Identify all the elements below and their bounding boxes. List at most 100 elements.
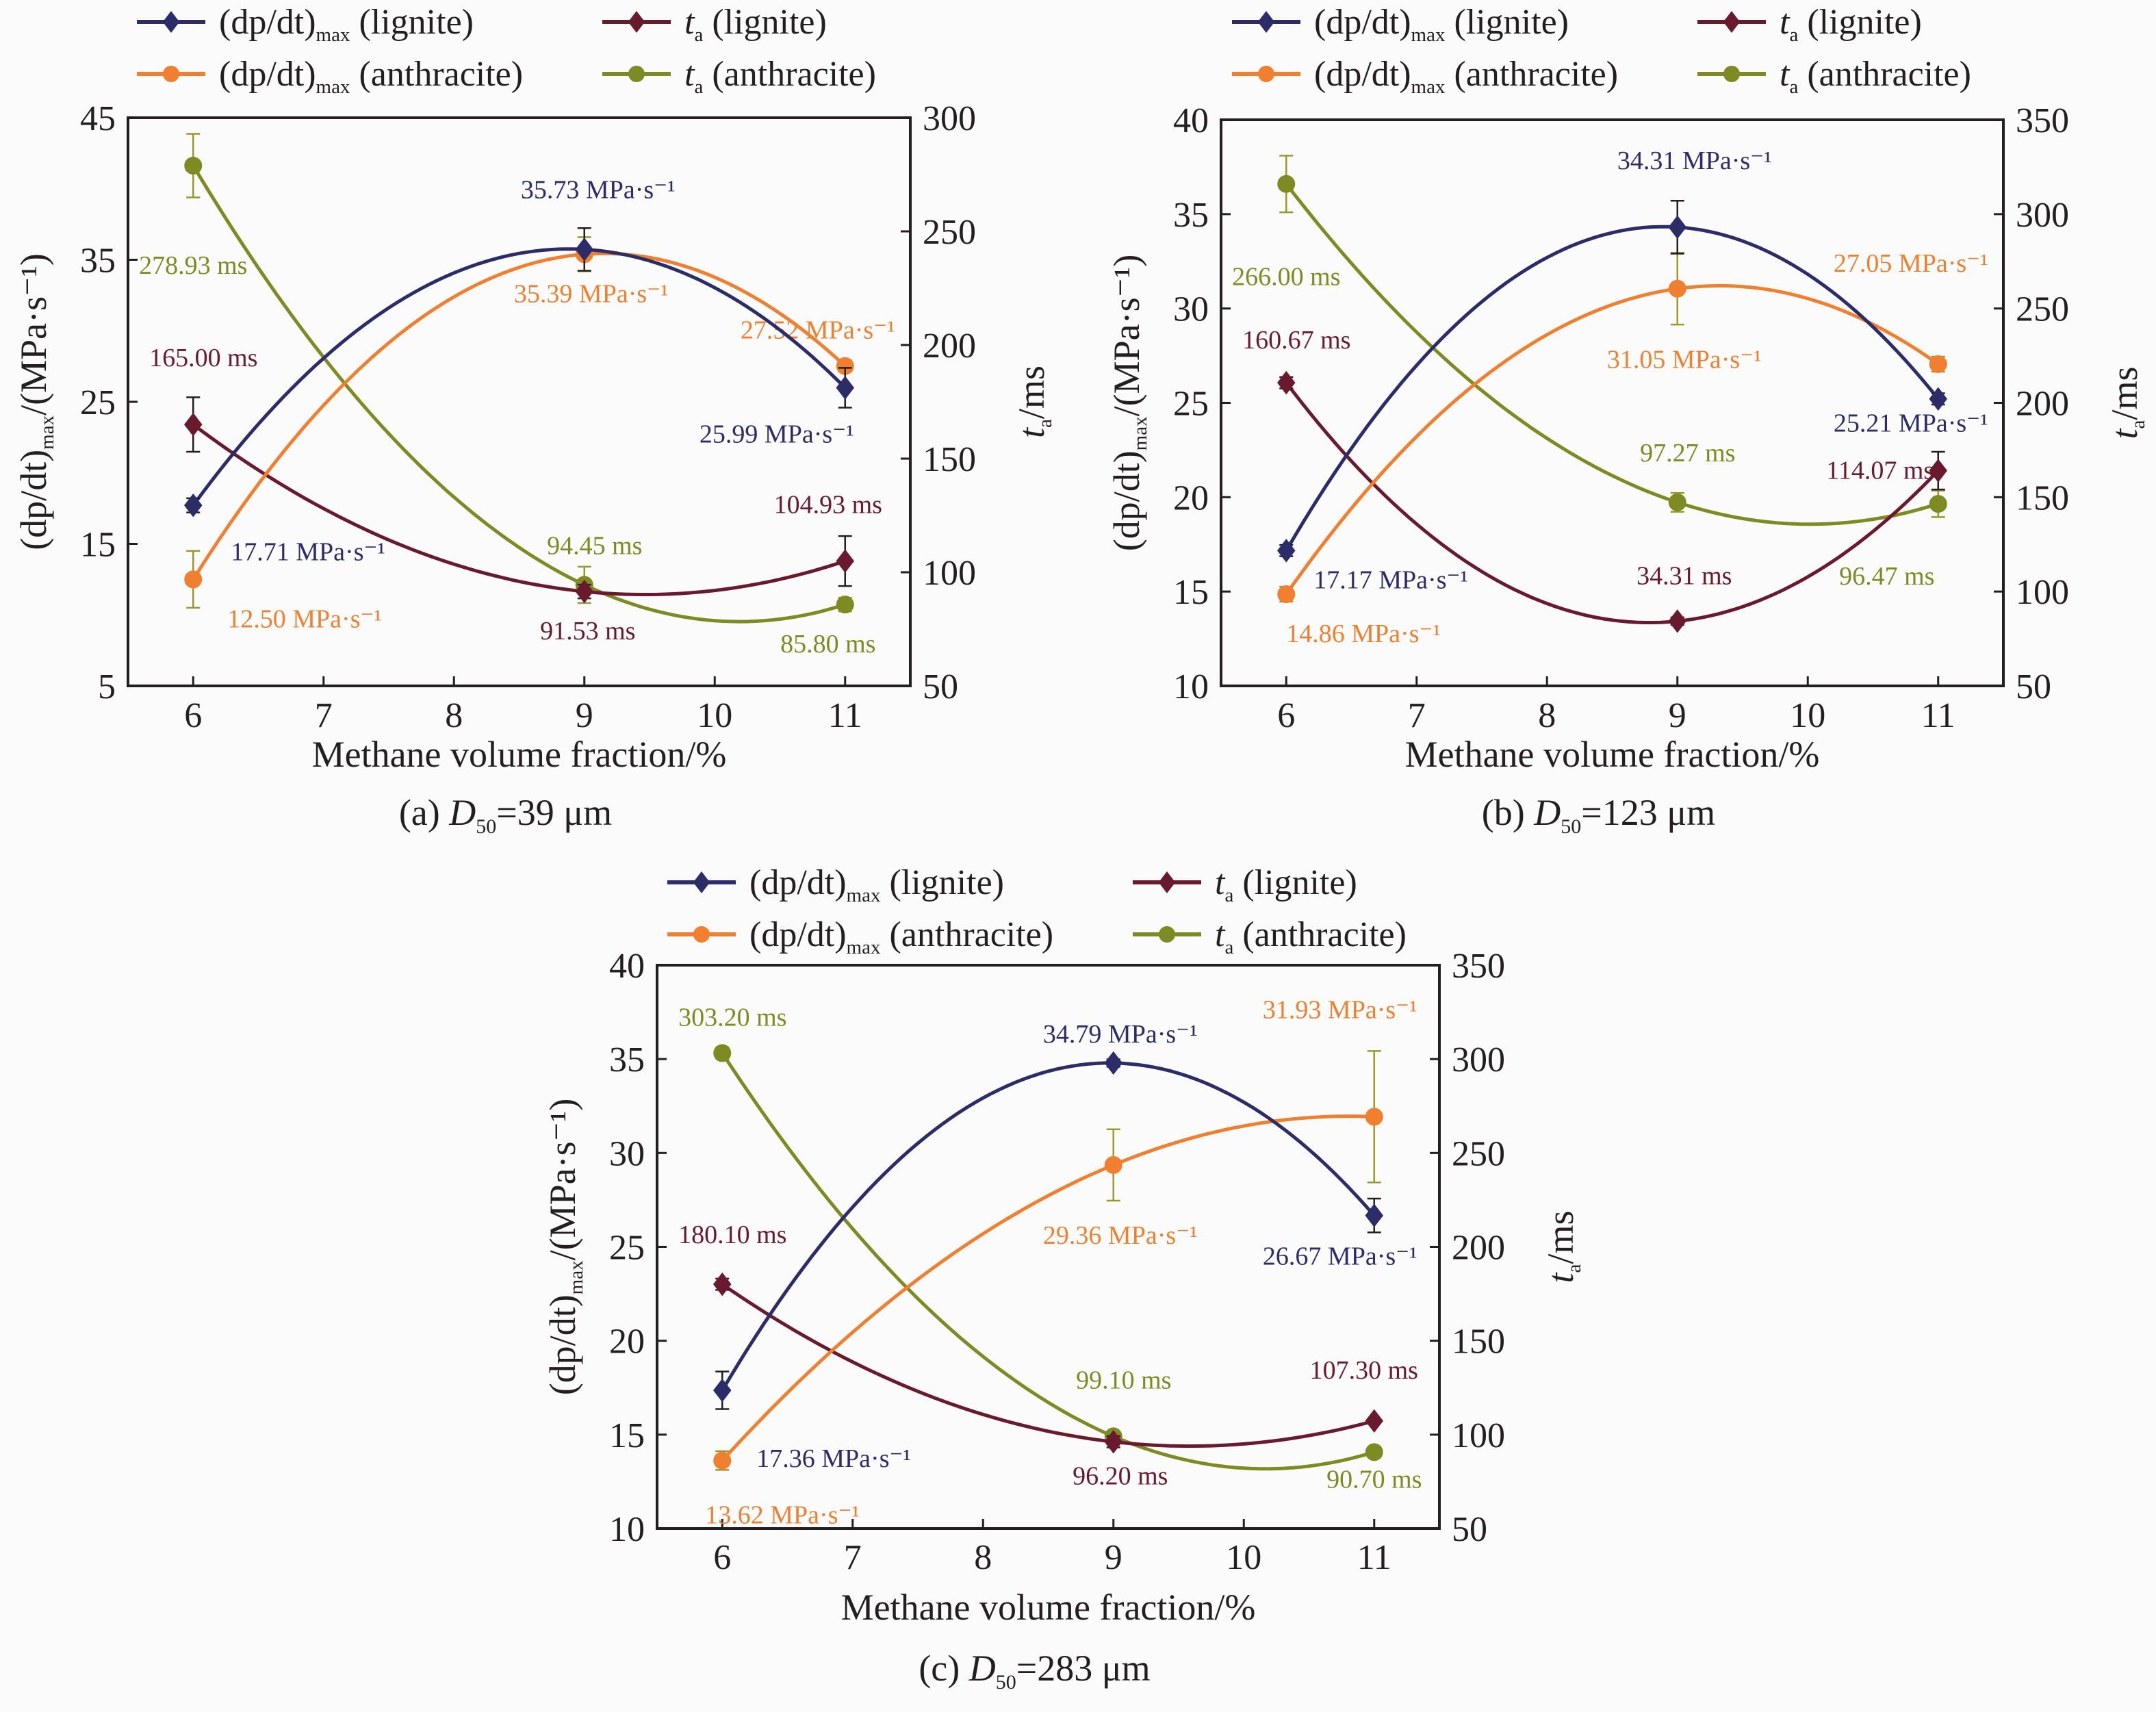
y-axis-title: (dp/dt)max/(MPa·s⁻¹) — [13, 253, 58, 550]
x-tick-label: 6 — [184, 696, 202, 735]
legend-item-ta_anthracite: ta (anthracite) — [602, 55, 876, 98]
legend-label-tail: (anthracite) — [1233, 915, 1407, 954]
legend-label-main: (dp/dt) — [219, 55, 316, 94]
x-tick-label: 11 — [1921, 696, 1955, 735]
legend-label-main: t — [1780, 3, 1791, 42]
data-point — [183, 412, 203, 437]
legend-item-ta_lignite: ta (lignite) — [602, 3, 827, 46]
legend-label-sub: max — [1411, 76, 1446, 98]
data-point — [575, 579, 594, 604]
y-axis-title-sub: max — [36, 415, 58, 449]
data-point — [713, 1272, 732, 1296]
y2-axis-title: ta/ms — [1011, 366, 1056, 438]
data-point — [1104, 1155, 1122, 1174]
series-dpdt_lignite: 17.17 MPa·s⁻¹ 34.31 MPa·s⁻¹ 25.21 MPa·s⁻¹ — [1276, 146, 1988, 594]
data-point — [1276, 370, 1296, 395]
data-label: 94.45 ms — [547, 531, 642, 560]
data-label: 27.05 MPa·s⁻¹ — [1834, 249, 1988, 278]
x-tick-label: 6 — [1277, 696, 1295, 735]
series-line — [192, 247, 847, 507]
legend-label-sub: a — [1789, 24, 1798, 46]
legend-label-main: t — [684, 55, 695, 94]
legend-label-main: (dp/dt) — [1314, 3, 1411, 42]
legend-label-main: (dp/dt) — [219, 3, 316, 42]
legend-label-main: (dp/dt) — [749, 915, 847, 954]
data-point — [1104, 1051, 1123, 1075]
series-dpdt_anthracite: 14.86 MPa·s⁻¹ 31.05 MPa·s⁻¹ 27.05 MPa·s⁻¹ — [1277, 249, 1988, 648]
caption-part: (a) — [399, 792, 449, 833]
y-tick-label: 45 — [80, 99, 116, 138]
data-label: 31.93 MPa·s⁻¹ — [1263, 995, 1417, 1024]
data-point — [184, 156, 203, 175]
data-label: 34.31 MPa·s⁻¹ — [1617, 146, 1772, 175]
data-label: 96.20 ms — [1073, 1461, 1168, 1490]
legend-label-sub: a — [694, 24, 703, 46]
x-tick-label: 7 — [1408, 696, 1426, 735]
legend-label: ta (anthracite) — [1780, 55, 1971, 98]
legend-label-sub: a — [1789, 76, 1798, 98]
y-tick-label: 20 — [1173, 478, 1209, 518]
data-point — [1365, 1443, 1383, 1461]
legend-marker-circle-icon — [628, 66, 645, 82]
legend-label-main: (dp/dt) — [1314, 55, 1411, 94]
legend-item-dpdt_lignite: (dp/dt)max (lignite) — [667, 863, 1004, 906]
y2-tick-label: 200 — [1452, 1229, 1505, 1268]
y-tick-label: 25 — [1173, 385, 1209, 424]
legend-label-tail: (lignite) — [880, 863, 1004, 902]
x-tick-label: 10 — [1226, 1538, 1261, 1577]
panel-caption: (c) D50=283 μm — [919, 1648, 1150, 1694]
series-line — [1285, 381, 1940, 624]
legend-label-tail: (anthracite) — [1445, 55, 1618, 94]
data-label: 303.20 ms — [678, 1003, 786, 1032]
y2-tick-label: 300 — [1452, 1040, 1505, 1079]
series-line — [192, 423, 846, 596]
y-tick-label: 10 — [609, 1510, 645, 1549]
data-label: 25.99 MPa·s⁻¹ — [700, 420, 854, 448]
series-ta_anthracite: 278.93 ms 94.45 ms 85.80 ms — [139, 133, 875, 659]
legend-label-sub: max — [316, 24, 350, 46]
y2-tick-label: 150 — [923, 440, 976, 479]
x-tick-label: 11 — [1357, 1538, 1391, 1577]
legend-item-dpdt_anthracite: (dp/dt)max (anthracite) — [1232, 55, 1618, 98]
x-tick-label: 10 — [697, 696, 732, 735]
caption-part: D — [448, 792, 476, 833]
y2-tick-label: 250 — [923, 213, 976, 252]
legend-label-sub: a — [694, 76, 703, 98]
data-label: 97.27 ms — [1640, 439, 1735, 468]
panel-caption: (b) D50=123 μm — [1482, 792, 1715, 838]
data-point — [184, 570, 203, 589]
data-point — [836, 376, 855, 400]
y2-axis-title: ta/ms — [1540, 1211, 1585, 1283]
legend-item-ta_lignite: ta (lignite) — [1697, 3, 1922, 46]
series-line — [1285, 283, 1940, 596]
y-axis-title: (dp/dt)max/(MPa·s⁻¹) — [1106, 255, 1151, 552]
series-dpdt_lignite: 17.36 MPa·s⁻¹ 34.79 MPa·s⁻¹ 26.67 MPa·s⁻¹ — [713, 1020, 1417, 1473]
chart-panel-c: 6 7 8 9 10 11 10 15 20 25 30 35 40 50 100 150 200 250 300 3… — [542, 947, 1585, 1694]
plot-frame — [127, 116, 912, 687]
y2-axis-title-sub: a — [1034, 419, 1056, 428]
y2-axis-title-main: t — [2104, 427, 2145, 439]
legend-marker-circle-icon — [693, 926, 710, 943]
chart-panel-b: 6 7 8 9 10 11 10 15 20 25 30 35 40 50 100 150 200 250 300 3… — [1106, 101, 2149, 838]
y2-tick-label: 50 — [923, 667, 958, 706]
data-point — [1668, 609, 1687, 633]
data-point — [1365, 1409, 1384, 1433]
legend-label: (dp/dt)max (lignite) — [749, 863, 1004, 906]
legend-label: (dp/dt)max (anthracite) — [1314, 55, 1618, 98]
caption-part: =123 μm — [1581, 792, 1715, 833]
y-axis-title-tail: /(MPa·s⁻¹) — [1106, 255, 1147, 417]
legend-marker-diamond-icon — [1723, 11, 1741, 33]
caption-part: 50 — [476, 815, 496, 838]
series-line — [1285, 225, 1940, 552]
series-line — [721, 1283, 1375, 1448]
y2-tick-label: 250 — [1452, 1134, 1505, 1173]
data-label: 278.93 ms — [139, 251, 247, 280]
legend-marker-circle-icon — [1159, 926, 1175, 943]
plot-frame — [1220, 118, 2005, 687]
legend-marker-diamond-icon — [162, 11, 180, 33]
legend-label: ta (lignite) — [1780, 3, 1922, 46]
data-label: 104.93 ms — [774, 491, 882, 520]
x-axis-title: Methane volume fraction/% — [841, 1587, 1256, 1628]
y2-tick-label: 200 — [923, 327, 976, 366]
y2-tick-label: 50 — [2016, 667, 2051, 706]
